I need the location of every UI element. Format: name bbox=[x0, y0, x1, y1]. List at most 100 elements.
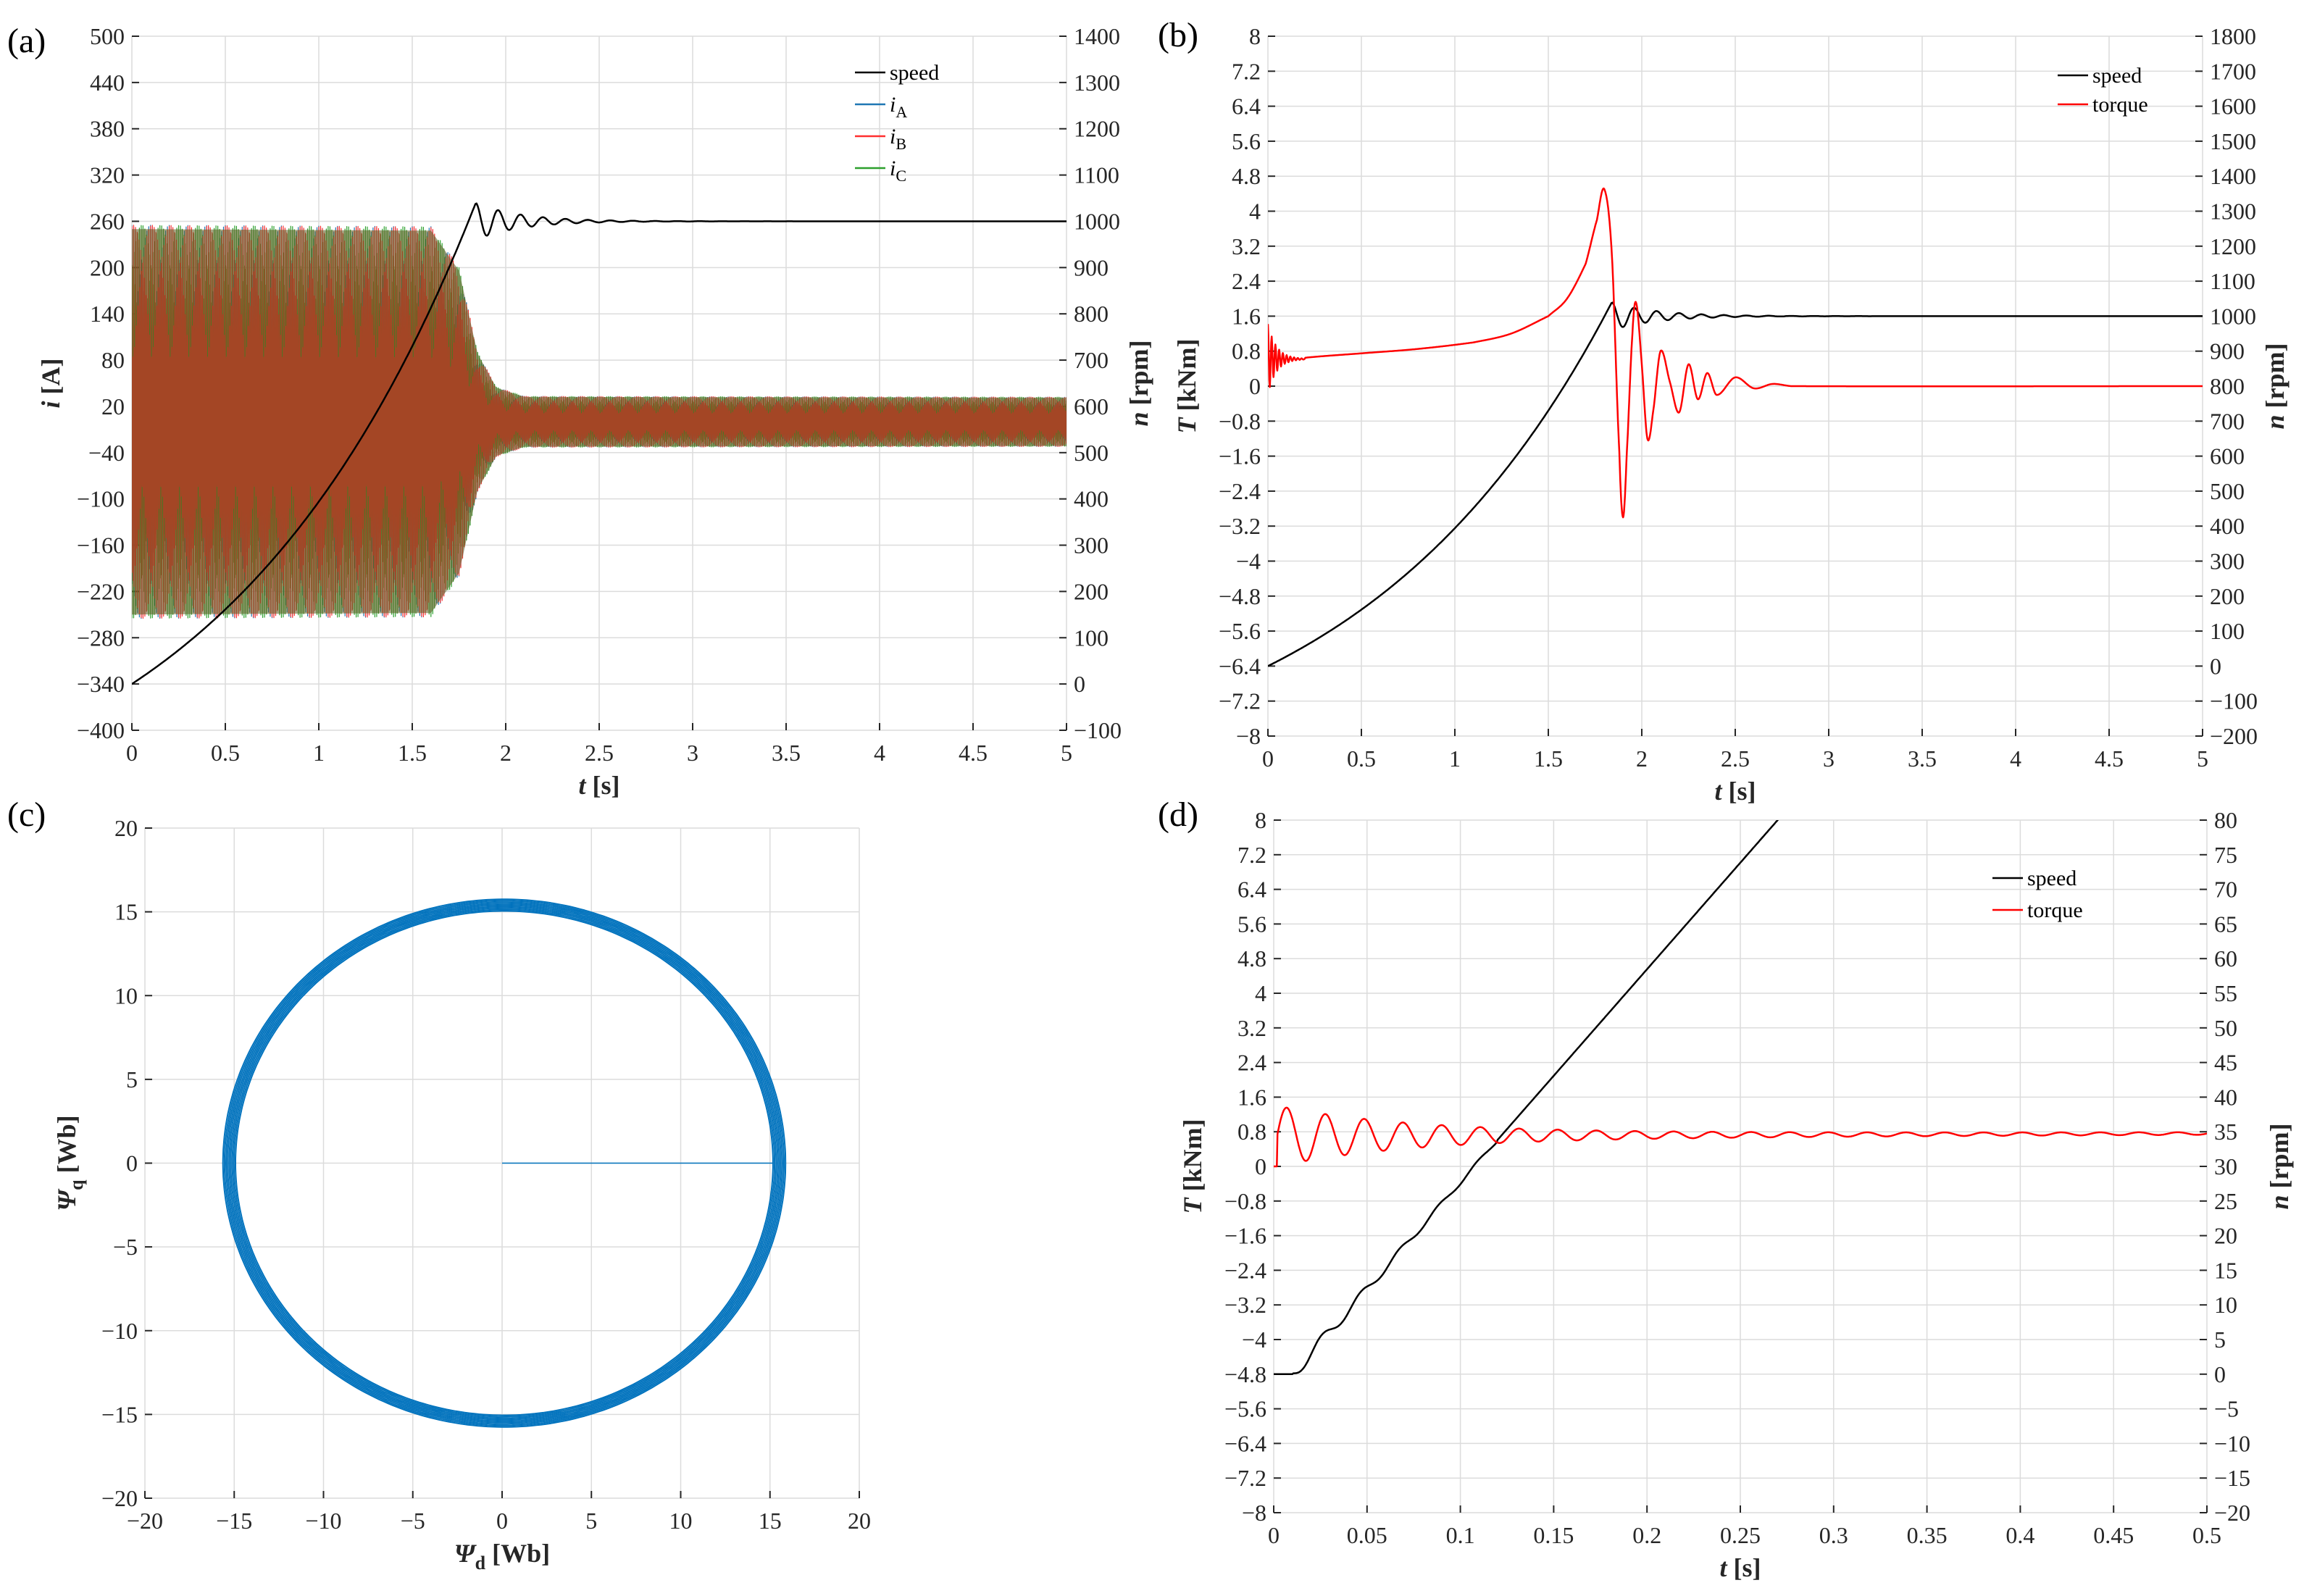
y2-tick-label: 1200 bbox=[2210, 233, 2256, 259]
y2-tick-label: −15 bbox=[2214, 1465, 2250, 1491]
y2-tick-label: 900 bbox=[2210, 338, 2245, 364]
y-tick-label: 80 bbox=[101, 347, 125, 373]
chart-b: 0 0.5 1 1.5 2 2.5 3 3.5 4 4.5 5 −8 −7.2 −6.4 −5.6 −4.8 −… bbox=[1172, 23, 2290, 806]
y2-axis-label: n [rpm] bbox=[2261, 343, 2290, 430]
y2-tick-label: 80 bbox=[2214, 807, 2237, 833]
series-speed bbox=[132, 202, 1067, 685]
y2-tick-label: 5 bbox=[2214, 1326, 2226, 1353]
x-tick-label: 2 bbox=[500, 740, 512, 766]
panel-label-b: (b) bbox=[1158, 16, 1198, 54]
legend-label: iC bbox=[890, 156, 906, 185]
x-tick-label: 3.5 bbox=[772, 740, 801, 766]
series-flux-ring bbox=[227, 903, 782, 1424]
y-tick-label: 4 bbox=[1249, 199, 1261, 225]
y-tick-label: −3.2 bbox=[1219, 513, 1261, 539]
y-tick-label: 1.6 bbox=[1232, 303, 1261, 329]
y2-tick-label: −5 bbox=[2214, 1396, 2239, 1422]
x-tick-label: 1.5 bbox=[1534, 745, 1563, 772]
x-tick-label: −5 bbox=[401, 1508, 425, 1534]
y2-tick-label: 1100 bbox=[2210, 268, 2255, 294]
y2-tick-label: 1400 bbox=[2210, 163, 2256, 189]
y-tick-label: −2.4 bbox=[1219, 478, 1261, 504]
y2-tick-label: 60 bbox=[2214, 945, 2237, 972]
series-flux-ring bbox=[222, 898, 787, 1428]
x-tick-label: 0.45 bbox=[2093, 1522, 2134, 1548]
y2-tick-label: 40 bbox=[2214, 1084, 2237, 1110]
x-tick-label: 3 bbox=[687, 740, 698, 766]
y-tick-label: 320 bbox=[90, 162, 125, 188]
x-tick-label: 2.5 bbox=[585, 740, 614, 766]
x-tick-label: 0 bbox=[496, 1508, 508, 1534]
y-tick-label: 0 bbox=[1255, 1153, 1266, 1179]
y-axis-label: i [A] bbox=[36, 359, 65, 409]
y-tick-label: 380 bbox=[90, 116, 125, 142]
y2-tick-label: 1600 bbox=[2210, 93, 2256, 120]
panel-label-d: (d) bbox=[1158, 795, 1198, 834]
y-tick-label: 440 bbox=[90, 70, 125, 96]
y2-tick-label: 200 bbox=[2210, 583, 2245, 609]
y-tick-label: 6.4 bbox=[1232, 93, 1261, 120]
y2-tick-label: 400 bbox=[2210, 513, 2245, 539]
y-tick-label: −7.2 bbox=[1219, 688, 1261, 714]
y2-tick-label: 10 bbox=[2214, 1292, 2237, 1318]
series-flux-ring bbox=[233, 908, 776, 1418]
x-axis-label: t [s] bbox=[1719, 1553, 1761, 1582]
y2-tick-label: 0 bbox=[2210, 653, 2221, 679]
y-tick-label: 8 bbox=[1249, 23, 1261, 49]
series-speed bbox=[1274, 820, 1779, 1376]
x-axis-label: t [s] bbox=[1714, 777, 1756, 806]
y-tick-label: −100 bbox=[77, 486, 125, 512]
y-tick-label: 5 bbox=[126, 1066, 138, 1092]
y-tick-label: 0 bbox=[126, 1150, 138, 1177]
y-tick-label: 500 bbox=[90, 23, 125, 49]
y-tick-label: −0.8 bbox=[1219, 408, 1261, 434]
x-tick-label: 5 bbox=[585, 1508, 597, 1534]
legend-label: speed bbox=[2027, 866, 2076, 890]
chart-a: 0 0.5 1 1.5 2 2.5 3 3.5 4 4.5 5−400−340−280−220−16… bbox=[36, 23, 1153, 800]
y-tick-label: 5.6 bbox=[1232, 128, 1261, 154]
y2-tick-label: 1300 bbox=[2210, 199, 2256, 225]
legend-label: iB bbox=[890, 125, 906, 153]
legend-label: torque bbox=[2092, 93, 2148, 117]
y2-tick-label: −100 bbox=[2210, 688, 2258, 714]
y2-tick-label: 600 bbox=[2210, 443, 2245, 469]
series-torque bbox=[1268, 187, 2203, 519]
y-tick-label: −4.8 bbox=[1219, 583, 1261, 609]
legend-label: speed bbox=[2092, 64, 2142, 88]
y2-tick-label: 700 bbox=[2210, 408, 2245, 434]
y2-tick-label: 0 bbox=[1074, 671, 1085, 697]
y-tick-label: 0.8 bbox=[1232, 338, 1261, 364]
x-tick-label: 0.35 bbox=[1907, 1522, 1948, 1548]
x-tick-label: 0 bbox=[126, 740, 138, 766]
y-tick-label: 20 bbox=[114, 815, 138, 841]
chart-c: −20 −15 −10 −5 0 5 10 15 20 −20 −15 −10 −5 0 5 10 15 20 Ψd… bbox=[52, 815, 871, 1574]
y-tick-label: −2.4 bbox=[1224, 1257, 1266, 1283]
y-tick-label: 20 bbox=[101, 393, 125, 419]
y-axis-label: T [kNm] bbox=[1172, 339, 1201, 434]
x-tick-label: −15 bbox=[216, 1508, 252, 1534]
y-tick-label: 4.8 bbox=[1232, 163, 1261, 189]
y-tick-label: −4 bbox=[1242, 1326, 1266, 1353]
y2-tick-label: 1300 bbox=[1074, 70, 1120, 96]
y2-tick-label: 1200 bbox=[1074, 116, 1120, 142]
y-axis-label: Ψq [Wb] bbox=[52, 1115, 87, 1211]
x-tick-label: 2 bbox=[1636, 745, 1648, 772]
x-tick-label: 0.5 bbox=[1347, 745, 1376, 772]
y-tick-label: −15 bbox=[101, 1401, 138, 1427]
y2-tick-label: 500 bbox=[2210, 478, 2245, 504]
y-tick-label: 140 bbox=[90, 301, 125, 327]
x-tick-label: 0.25 bbox=[1720, 1522, 1761, 1548]
y-tick-label: 200 bbox=[90, 254, 125, 280]
x-tick-label: 0.3 bbox=[1819, 1522, 1848, 1548]
y2-tick-label: 65 bbox=[2214, 911, 2237, 937]
y-tick-label: −6.4 bbox=[1224, 1430, 1266, 1456]
x-tick-label: 1 bbox=[1449, 745, 1461, 772]
y2-tick-label: −20 bbox=[2214, 1500, 2250, 1526]
y-tick-label: 2.4 bbox=[1237, 1050, 1266, 1076]
y-tick-label: 0 bbox=[1249, 373, 1261, 399]
y2-tick-label: 900 bbox=[1074, 254, 1109, 280]
chart-d: 0 0.05 0.1 0.15 0.2 0.25 0.3 0.35 0.4 0.45 0.5 −8 −7… bbox=[1178, 807, 2294, 1582]
x-tick-label: 10 bbox=[669, 1508, 693, 1534]
series-flux-ring bbox=[230, 906, 779, 1421]
